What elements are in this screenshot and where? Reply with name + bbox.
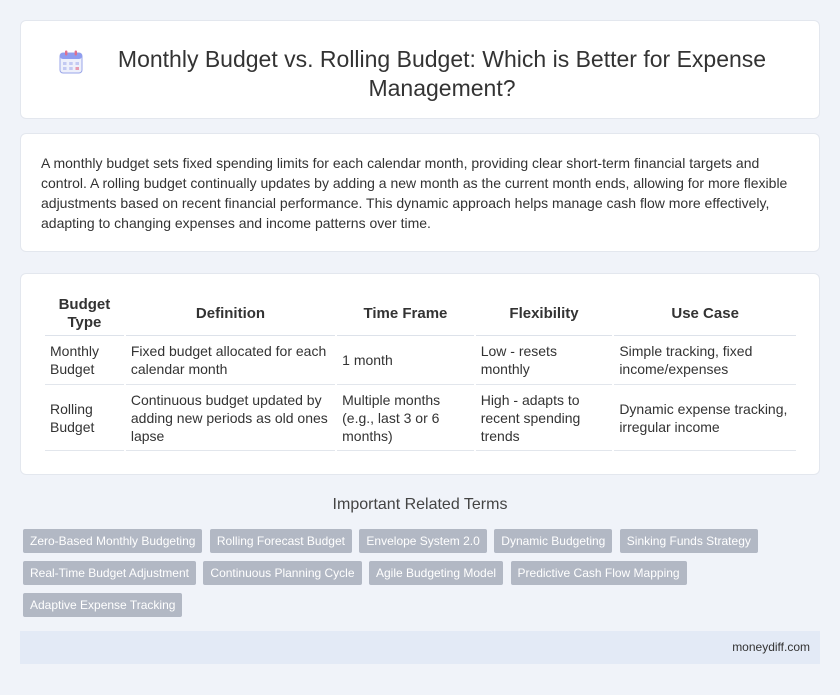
related-term-tag[interactable]: Adaptive Expense Tracking — [23, 593, 183, 617]
related-term-tag[interactable]: Real-Time Budget Adjustment — [23, 561, 196, 585]
comparison-card: Budget Type Definition Time Frame Flexib… — [20, 273, 820, 475]
page-title: Monthly Budget vs. Rolling Budget: Which… — [117, 46, 767, 101]
related-term-tag[interactable]: Continuous Planning Cycle — [203, 561, 362, 585]
related-term-tag[interactable]: Envelope System 2.0 — [359, 529, 487, 553]
table-cell: Monthly Budget — [45, 336, 124, 385]
related-term-tag[interactable]: Agile Budgeting Model — [368, 561, 504, 585]
related-terms-heading: Important Related Terms — [332, 496, 508, 513]
related-term-tag[interactable]: Rolling Forecast Budget — [209, 529, 352, 553]
column-header: Budget Type — [45, 292, 124, 336]
table-row: Monthly Budget Fixed budget allocated fo… — [45, 336, 796, 385]
title-card: Monthly Budget vs. Rolling Budget: Which… — [20, 20, 820, 119]
related-term-tag[interactable]: Sinking Funds Strategy — [619, 529, 758, 553]
table-cell: Continuous budget updated by adding new … — [125, 385, 336, 451]
table-cell: Dynamic expense tracking, irregular inco… — [614, 385, 796, 451]
table-cell: 1 month — [337, 336, 474, 385]
table-cell: Simple tracking, fixed income/expenses — [614, 336, 796, 385]
footer-site-link[interactable]: moneydiff.com — [732, 640, 810, 654]
intro-card: A monthly budget sets fixed spending lim… — [20, 133, 820, 252]
table-cell: Low - resets monthly — [475, 336, 613, 385]
table-header-row: Budget Type Definition Time Frame Flexib… — [45, 292, 796, 336]
column-header: Definition — [125, 292, 336, 336]
table-row: Rolling Budget Continuous budget updated… — [45, 385, 796, 451]
column-header: Use Case — [614, 292, 796, 336]
footer: moneydiff.com — [20, 631, 820, 664]
calendar-icon — [59, 50, 83, 74]
column-header: Time Frame — [337, 292, 474, 336]
related-term-tag[interactable]: Predictive Cash Flow Mapping — [510, 561, 687, 585]
related-terms-list: Zero-Based Monthly Budgeting Rolling For… — [23, 529, 803, 625]
title-wrap: Monthly Budget vs. Rolling Budget: Which… — [21, 21, 819, 103]
related-term-tag[interactable]: Zero-Based Monthly Budgeting — [23, 529, 203, 553]
comparison-table: Budget Type Definition Time Frame Flexib… — [43, 292, 798, 451]
column-header: Flexibility — [475, 292, 613, 336]
table-cell: High - adapts to recent spending trends — [475, 385, 613, 451]
related-term-tag[interactable]: Dynamic Budgeting — [494, 529, 613, 553]
table-cell: Multiple months (e.g., last 3 or 6 month… — [337, 385, 474, 451]
table-cell: Rolling Budget — [45, 385, 124, 451]
intro-paragraph: A monthly budget sets fixed spending lim… — [41, 155, 788, 231]
table-cell: Fixed budget allocated for each calendar… — [125, 336, 336, 385]
